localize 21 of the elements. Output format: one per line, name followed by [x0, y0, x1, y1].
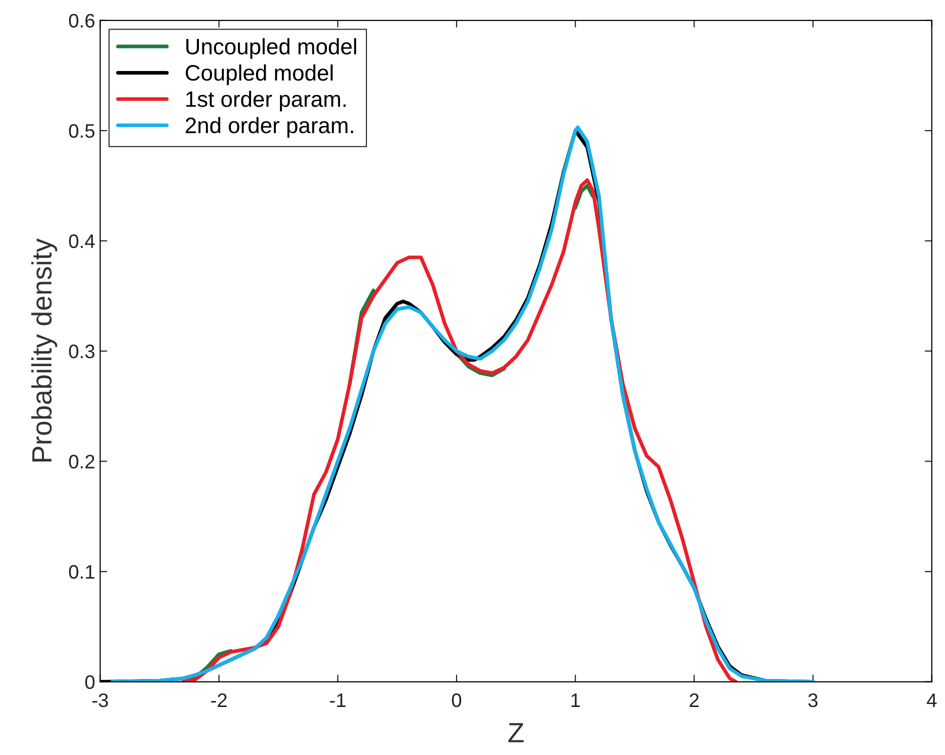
x-tick-label: -2 — [211, 693, 227, 707]
x-tick-label: -3 — [92, 693, 108, 708]
x-axis-title: Z — [508, 723, 524, 742]
x-tick-label: 0 — [452, 693, 462, 708]
y-tick-label: 0.3 — [69, 344, 94, 358]
y-tick-label: 0.5 — [69, 124, 94, 138]
y-tick-label: 0.6 — [69, 14, 94, 28]
legend-label: 2nd order param. — [186, 116, 354, 138]
y-tick-label: 0 — [85, 675, 95, 689]
x-tick-label: 3 — [808, 693, 818, 708]
x-tick-label: -1 — [330, 694, 346, 707]
y-tick-label: 0.1 — [69, 565, 94, 579]
y-axis-title: Probability density — [31, 238, 58, 462]
x-tick-label: 2 — [690, 693, 699, 707]
legend-label: Coupled model — [186, 64, 333, 86]
y-tick-label: 0.4 — [69, 234, 95, 248]
x-tick-label: 1 — [571, 694, 580, 707]
legend-label: 1st order param. — [186, 90, 346, 112]
legend-label: Uncoupled model — [186, 38, 356, 59]
y-tick-label: 0.2 — [69, 454, 94, 469]
x-tick-label: 4 — [926, 694, 937, 707]
